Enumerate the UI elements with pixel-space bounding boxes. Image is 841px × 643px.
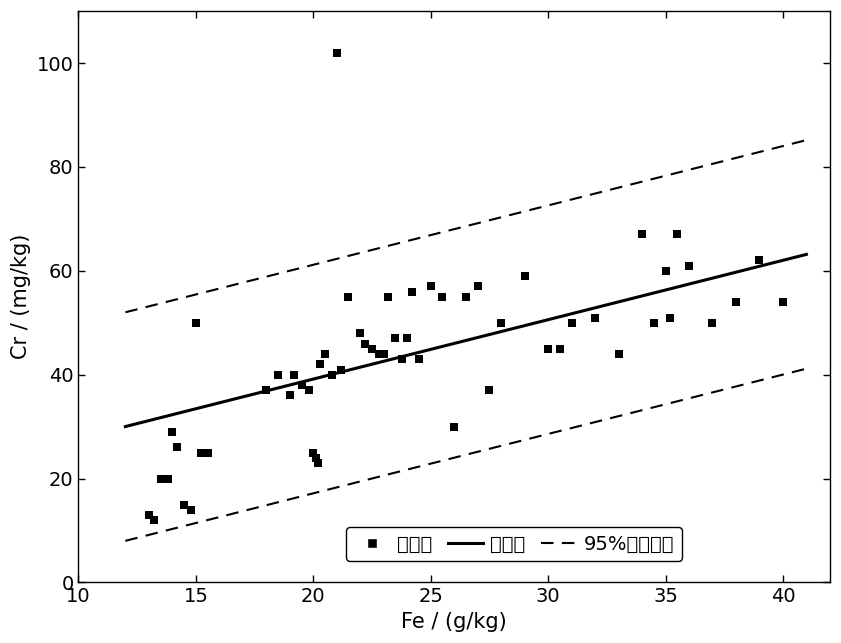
Point: [647, 318, 660, 328]
Point: [471, 281, 484, 291]
Point: [400, 333, 414, 343]
Point: [341, 292, 355, 302]
Point: [353, 328, 367, 338]
Point: [635, 230, 648, 240]
Point: [495, 318, 508, 328]
Point: [161, 473, 174, 484]
Point: [389, 333, 402, 343]
Point: [553, 343, 567, 354]
Point: [424, 281, 437, 291]
Point: [272, 370, 285, 380]
Point: [201, 448, 214, 458]
Point: [171, 442, 184, 453]
Point: [260, 385, 273, 395]
Point: [177, 500, 191, 510]
Point: [184, 505, 198, 515]
Point: [670, 230, 684, 240]
Point: [330, 48, 343, 58]
Point: [147, 515, 161, 525]
Point: [166, 427, 179, 437]
Point: [753, 255, 766, 266]
Point: [373, 349, 386, 359]
Legend: 样本点, 回归线, 95%置信区间: 样本点, 回归线, 95%置信区间: [346, 527, 682, 561]
Point: [377, 349, 390, 359]
Point: [729, 297, 743, 307]
Point: [611, 349, 625, 359]
Point: [295, 380, 309, 390]
Point: [311, 458, 325, 468]
Point: [288, 370, 301, 380]
Point: [565, 318, 579, 328]
Point: [589, 312, 602, 323]
Point: [283, 390, 297, 401]
Point: [154, 473, 167, 484]
Point: [335, 365, 348, 375]
Point: [306, 448, 320, 458]
Point: [776, 297, 790, 307]
Point: [664, 312, 677, 323]
Point: [682, 260, 696, 271]
Point: [706, 318, 719, 328]
Point: [189, 318, 203, 328]
Point: [193, 448, 207, 458]
Point: [447, 422, 461, 432]
Point: [358, 338, 372, 349]
Point: [459, 292, 473, 302]
Point: [396, 354, 410, 365]
Point: [483, 385, 496, 395]
X-axis label: Fe / (g/kg): Fe / (g/kg): [401, 612, 507, 632]
Point: [412, 354, 426, 365]
Y-axis label: Cr / (mg/kg): Cr / (mg/kg): [11, 234, 31, 359]
Point: [405, 286, 419, 296]
Point: [542, 343, 555, 354]
Point: [382, 292, 395, 302]
Point: [318, 349, 331, 359]
Point: [365, 343, 378, 354]
Point: [302, 385, 315, 395]
Point: [314, 359, 327, 370]
Point: [436, 292, 449, 302]
Point: [325, 370, 339, 380]
Point: [142, 510, 156, 520]
Point: [309, 453, 322, 463]
Point: [659, 266, 672, 276]
Point: [518, 271, 532, 281]
